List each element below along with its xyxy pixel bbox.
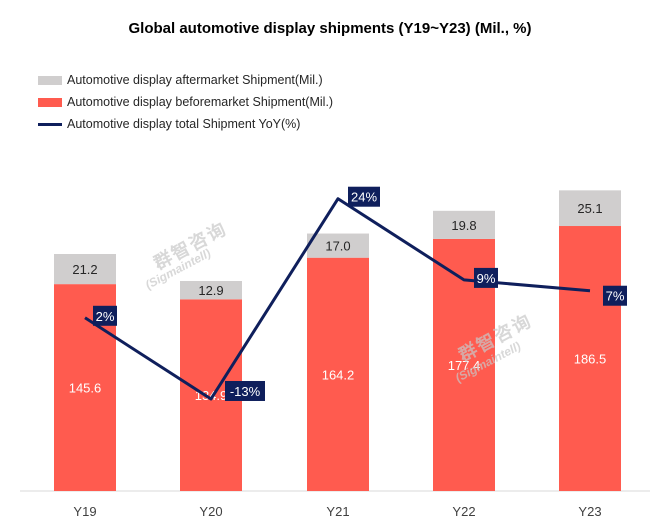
legend-item-aftermarket: Automotive display aftermarket Shipment(… <box>38 72 323 88</box>
legend-line-yoy <box>38 122 62 126</box>
x-tick-label-y19: Y19 <box>73 504 96 519</box>
x-tick-label-y21: Y21 <box>326 504 349 519</box>
bar-beforemarket-y23 <box>559 226 621 491</box>
data-label-aftermarket-y21: 17.0 <box>325 239 350 254</box>
data-label-beforemarket-y21: 164.2 <box>322 367 355 382</box>
chart-title: Global automotive display shipments (Y19… <box>128 20 532 37</box>
bar-aftermarket-y20 <box>180 281 242 300</box>
data-label-aftermarket-y22: 19.8 <box>451 218 476 233</box>
yoy-label-y23: 7% <box>606 289 625 304</box>
data-label-beforemarket-y20: 134.9 <box>195 388 228 403</box>
data-label-aftermarket-y23: 25.1 <box>577 201 602 216</box>
bar-beforemarket-y21 <box>307 257 369 491</box>
legend-item-yoy: Automotive display total Shipment YoY(%) <box>38 116 300 132</box>
line-yoy <box>84 197 591 401</box>
yoy-label-y20: -13% <box>230 384 261 399</box>
legend-label-beforemarket: Automotive display beforemarket Shipment… <box>67 95 334 109</box>
data-label-aftermarket-y19: 21.2 <box>72 262 97 277</box>
yoy-label-box-y23 <box>603 285 627 306</box>
x-tick-label-y22: Y22 <box>452 504 475 519</box>
legend-swatch-aftermarket <box>38 75 62 85</box>
bar-aftermarket-y22 <box>433 210 495 239</box>
bar-aftermarket-y21 <box>307 233 369 258</box>
yoy-label-box-y22 <box>474 267 498 288</box>
yoy-label-y22: 9% <box>477 271 496 286</box>
bar-aftermarket-y19 <box>54 254 116 285</box>
legend-label-aftermarket: Automotive display aftermarket Shipment(… <box>67 73 323 87</box>
x-tick-label-y20: Y20 <box>199 504 222 519</box>
data-label-aftermarket-y20: 12.9 <box>198 283 223 298</box>
data-label-beforemarket-y19: 145.6 <box>69 381 102 396</box>
x-tick-label-y23: Y23 <box>578 504 601 519</box>
yoy-label-box-y21 <box>348 186 380 207</box>
legend-item-beforemarket: Automotive display beforemarket Shipment… <box>38 94 333 110</box>
legend-label-yoy: Automotive display total Shipment YoY(%) <box>67 117 301 131</box>
bar-aftermarket-y23 <box>559 190 621 227</box>
yoy-label-box-y19 <box>93 305 117 326</box>
data-label-beforemarket-y22: 177.4 <box>448 358 481 373</box>
data-label-beforemarket-y23: 186.5 <box>574 352 607 367</box>
yoy-label-box-y20 <box>225 380 265 401</box>
legend-swatch-beforemarket <box>38 97 62 107</box>
yoy-label-y21: 24% <box>351 190 377 205</box>
yoy-label-y19: 2% <box>96 309 115 324</box>
